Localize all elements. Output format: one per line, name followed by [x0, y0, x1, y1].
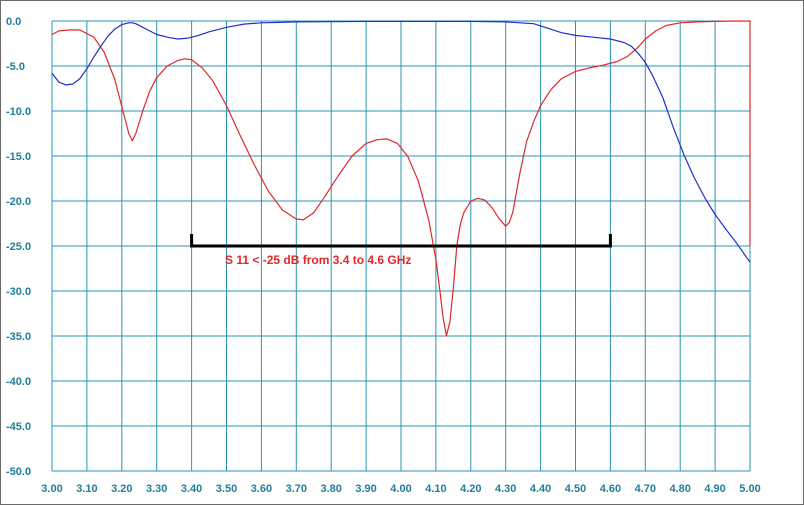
y-tick-label: -30.0	[6, 286, 31, 298]
y-tick-label: -50.0	[6, 466, 31, 478]
x-tick-label: 3.30	[146, 483, 167, 495]
x-tick-label: 3.20	[111, 483, 132, 495]
x-tick-label: 4.50	[565, 483, 586, 495]
y-tick-label: -20.0	[6, 196, 31, 208]
x-tick-label: 4.80	[669, 483, 690, 495]
series-line-red	[51, 20, 751, 337]
x-tick-label: 4.40	[530, 483, 551, 495]
x-tick-label: 3.60	[251, 483, 272, 495]
x-tick-label: 4.20	[460, 483, 481, 495]
x-tick-label: 4.10	[425, 483, 446, 495]
x-tick-label: 4.60	[600, 483, 621, 495]
x-tick-label: 3.10	[76, 483, 97, 495]
x-tick-label: 3.00	[41, 483, 62, 495]
x-tick-label: 3.40	[181, 483, 202, 495]
x-tick-label: 5.00	[739, 483, 760, 495]
series-line-blue	[51, 20, 751, 263]
x-tick-label: 3.50	[216, 483, 237, 495]
y-tick-label: -25.0	[6, 241, 31, 253]
x-tick-label: 3.70	[286, 483, 307, 495]
x-tick-label: 3.90	[355, 483, 376, 495]
y-tick-label: -10.0	[6, 106, 31, 118]
annotation-label: S 11 < -25 dB from 3.4 to 4.6 GHz	[225, 253, 411, 267]
y-tick-label: -45.0	[6, 421, 31, 433]
x-tick-label: 4.90	[704, 483, 725, 495]
x-tick-label: 4.00	[390, 483, 411, 495]
x-tick-label: 3.80	[320, 483, 341, 495]
annotation-bracket	[190, 234, 612, 248]
y-tick-label: -35.0	[6, 331, 31, 343]
y-tick-label: -40.0	[6, 376, 31, 388]
y-tick-label: -15.0	[6, 151, 31, 163]
y-tick-label: -5.0	[6, 61, 25, 73]
x-tick-label: 4.30	[495, 483, 516, 495]
y-tick-label: 0.0	[6, 16, 21, 28]
x-tick-label: 4.70	[635, 483, 656, 495]
